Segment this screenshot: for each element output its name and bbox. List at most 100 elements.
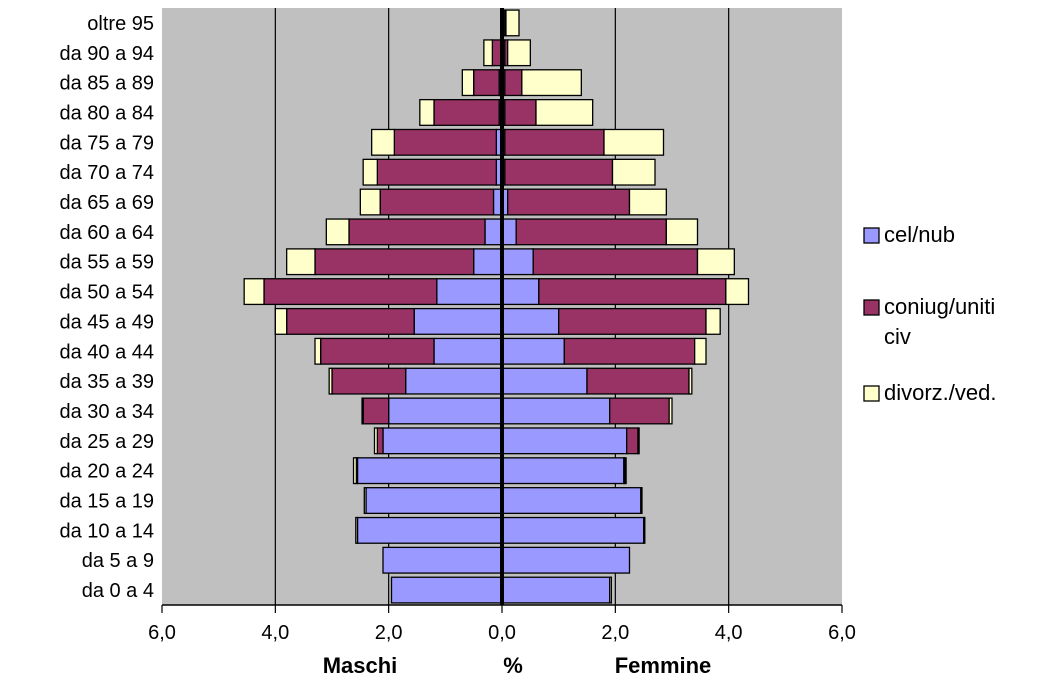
bar-male-2-row-5 bbox=[393, 128, 497, 156]
bar-male-1-row-19 bbox=[382, 546, 503, 574]
bar-male-3-row-11 bbox=[274, 307, 288, 335]
bar-female-3-row-16 bbox=[624, 457, 627, 485]
bar-male-2-row-12 bbox=[320, 337, 435, 365]
bar-female-3-row-20 bbox=[609, 576, 613, 604]
x-tick-label: 4,0 bbox=[261, 622, 289, 644]
y-tick-label: da 0 a 4 bbox=[82, 580, 154, 602]
bar-male-1-row-18 bbox=[356, 516, 503, 544]
bar-male-1-row-20 bbox=[390, 576, 503, 604]
bar-male-1-row-9 bbox=[473, 248, 503, 276]
legend-swatch bbox=[863, 385, 880, 402]
bar-male-3-row-6 bbox=[362, 158, 378, 186]
bar-male-3-row-15 bbox=[373, 427, 378, 455]
bar-female-2-row-6 bbox=[504, 158, 614, 186]
bar-male-2-row-14 bbox=[362, 397, 390, 425]
bar-female-1-row-13 bbox=[501, 367, 588, 395]
bar-female-3-row-8 bbox=[665, 218, 699, 246]
legend-label: civ bbox=[884, 324, 911, 349]
bar-female-1-row-10 bbox=[501, 278, 540, 306]
bar-female-1-row-9 bbox=[501, 248, 534, 276]
bar-female-1-row-8 bbox=[501, 218, 517, 246]
y-tick-label: da 5 a 9 bbox=[82, 550, 154, 572]
bar-female-1-row-18 bbox=[501, 516, 645, 544]
bar-female-2-row-10 bbox=[538, 278, 727, 306]
x-label-percent: % bbox=[503, 653, 523, 678]
bar-female-2-row-5 bbox=[504, 128, 605, 156]
bar-female-3-row-7 bbox=[628, 188, 667, 216]
bar-male-1-row-13 bbox=[405, 367, 503, 395]
bar-male-2-row-7 bbox=[379, 188, 495, 216]
y-tick-label: da 75 a 79 bbox=[59, 132, 154, 154]
bar-female-3-row-11 bbox=[705, 307, 721, 335]
bar-male-3-row-12 bbox=[314, 337, 322, 365]
bar-female-3-row-2 bbox=[507, 39, 531, 67]
bar-male-1-row-11 bbox=[413, 307, 503, 335]
y-tick-label: da 45 a 49 bbox=[59, 311, 154, 333]
legend: cel/nub coniug/uniti civ divorz./ved. bbox=[863, 222, 997, 405]
legend-swatch bbox=[863, 299, 880, 316]
y-tick-label: oltre 95 bbox=[87, 13, 154, 35]
bar-male-2-row-3 bbox=[473, 69, 500, 97]
bar-female-3-row-1 bbox=[505, 9, 520, 37]
legend-label: divorz./ved. bbox=[884, 380, 997, 405]
bar-female-1-row-11 bbox=[501, 307, 560, 335]
bar-male-3-row-7 bbox=[359, 188, 381, 216]
bar-male-2-row-2 bbox=[491, 39, 502, 67]
bar-male-2-row-10 bbox=[263, 278, 438, 306]
y-tick-label: da 25 a 29 bbox=[59, 431, 154, 453]
bars bbox=[243, 9, 750, 604]
bar-female-2-row-9 bbox=[532, 248, 699, 276]
bar-male-3-row-4 bbox=[419, 98, 435, 126]
bar-female-2-row-14 bbox=[609, 397, 670, 425]
y-tick-label: da 35 a 39 bbox=[59, 371, 154, 393]
bar-male-1-row-12 bbox=[433, 337, 503, 365]
bar-female-2-row-15 bbox=[626, 427, 639, 455]
bar-male-3-row-5 bbox=[371, 128, 395, 156]
legend-swatch bbox=[863, 227, 880, 244]
y-tick-label: da 60 a 64 bbox=[59, 222, 154, 244]
bar-female-2-row-8 bbox=[515, 218, 667, 246]
y-tick-label: da 50 a 54 bbox=[59, 282, 154, 304]
bar-male-3-row-14 bbox=[361, 397, 364, 425]
bar-female-3-row-13 bbox=[688, 367, 693, 395]
bar-female-3-row-6 bbox=[611, 158, 656, 186]
bar-male-3-row-16 bbox=[352, 457, 358, 485]
bar-male-3-row-13 bbox=[328, 367, 333, 395]
bar-female-1-row-12 bbox=[501, 337, 565, 365]
x-tick-label: 2,0 bbox=[375, 622, 403, 644]
bar-female-3-row-4 bbox=[535, 98, 594, 126]
x-label-male: Maschi bbox=[323, 653, 398, 678]
bar-male-3-row-10 bbox=[243, 278, 265, 306]
bar-female-3-row-5 bbox=[603, 128, 665, 156]
bar-male-3-row-8 bbox=[325, 218, 350, 246]
bar-male-3-row-9 bbox=[286, 248, 316, 276]
legend-label: cel/nub bbox=[884, 222, 955, 247]
x-tick-label: 4,0 bbox=[715, 622, 743, 644]
x-tick-label: 6,0 bbox=[148, 622, 176, 644]
bar-male-3-row-17 bbox=[363, 487, 367, 515]
bar-female-2-row-11 bbox=[558, 307, 707, 335]
bar-male-2-row-11 bbox=[286, 307, 415, 335]
y-tick-labels: oltre 95 da 90 a 94 da 85 a 89 da 80 a 84 da… bbox=[59, 13, 154, 602]
x-tick-label: 6,0 bbox=[828, 622, 856, 644]
bar-female-1-row-19 bbox=[501, 546, 631, 574]
bar-male-3-row-3 bbox=[461, 69, 475, 97]
bar-female-1-row-15 bbox=[501, 427, 628, 455]
bar-male-1-row-10 bbox=[436, 278, 503, 306]
bar-female-2-row-12 bbox=[563, 337, 696, 365]
bar-male-2-row-6 bbox=[376, 158, 497, 186]
y-tick-label: da 30 a 34 bbox=[59, 401, 154, 423]
bar-female-2-row-3 bbox=[504, 69, 523, 97]
bar-male-3-row-18 bbox=[355, 516, 359, 544]
bar-female-3-row-12 bbox=[694, 337, 707, 365]
legend-label: coniug/uniti bbox=[884, 294, 995, 319]
bar-female-1-row-17 bbox=[501, 487, 642, 515]
y-tick-label: da 80 a 84 bbox=[59, 102, 154, 124]
y-tick-label: da 15 a 19 bbox=[59, 491, 154, 513]
bar-male-1-row-15 bbox=[382, 427, 503, 455]
bar-male-2-row-8 bbox=[348, 218, 486, 246]
y-tick-label: da 10 a 14 bbox=[59, 520, 154, 542]
bar-male-1-row-16 bbox=[356, 457, 503, 485]
x-tick-label: 2,0 bbox=[601, 622, 629, 644]
